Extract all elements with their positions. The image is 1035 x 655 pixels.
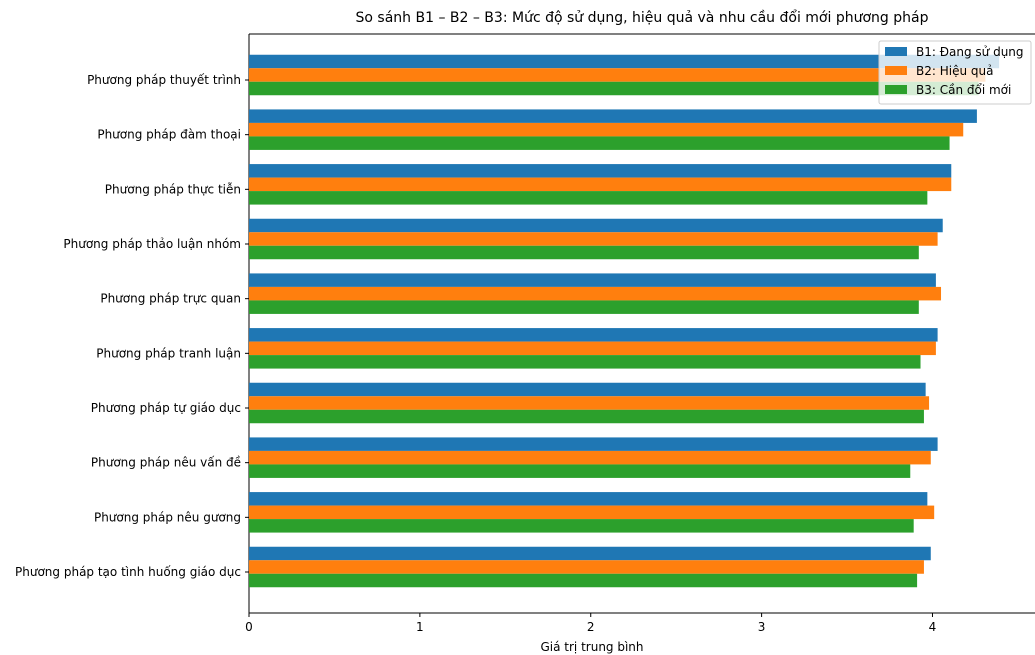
bar-3	[249, 81, 979, 96]
x-tick-label: 0	[245, 620, 253, 634]
y-tick-label: Phương pháp tạo tình huống giáo dục	[15, 565, 241, 579]
bar-2	[249, 560, 924, 574]
x-axis-label: Giá trị trung bình	[540, 640, 643, 654]
legend-entry: B1: Đang sử dụng	[916, 45, 1024, 59]
bar-2	[249, 286, 942, 301]
bar-3	[249, 519, 914, 533]
bar-1	[249, 437, 938, 451]
legend-swatch	[885, 47, 907, 56]
y-tick-label: Phương pháp tự giáo dục	[91, 401, 241, 415]
y-tick-label: Phương pháp thảo luận nhóm	[63, 237, 241, 251]
legend-swatch	[885, 85, 907, 94]
legend-box	[878, 40, 1032, 105]
bar-2	[249, 450, 931, 465]
bar-3	[249, 136, 950, 150]
bar-1	[249, 218, 943, 233]
legend: B1: Đang sử dụng B2: Hiệu quả B3: Cần đổi …	[878, 40, 1032, 105]
bar-3	[249, 191, 928, 205]
bar-1	[249, 492, 928, 506]
y-tick-label: Phương pháp tranh luận	[96, 346, 241, 360]
y-tick-label: Phương pháp thuyết trình	[87, 73, 241, 87]
bar-3	[249, 355, 921, 369]
bar-2	[249, 68, 986, 82]
bar-1	[249, 273, 936, 287]
chart-title: So sánh B1 – B2 – B3: Mức độ sử dụng, hi…	[356, 9, 929, 26]
bar-2	[249, 341, 936, 356]
y-tick-label: Phương pháp trực quan	[100, 292, 241, 306]
bar-2	[249, 122, 964, 137]
x-tick-label: 4	[929, 620, 937, 634]
y-tick-label: Phương pháp nêu vấn đề	[91, 456, 241, 470]
bar-3	[249, 464, 911, 478]
bar-1	[249, 164, 952, 178]
legend-swatch	[885, 66, 907, 75]
bar-3	[249, 245, 919, 260]
legend-entry: B3: Cần đổi mới	[916, 83, 1011, 97]
plot-area: Phương pháp thuyết trình Phương pháp đàm …	[15, 33, 1035, 634]
bar-1	[249, 54, 1000, 69]
x-tick-label: 1	[416, 620, 424, 634]
y-tick-label: Phương pháp đàm thoại	[97, 128, 241, 142]
y-tick-label: Phương pháp thực tiễn	[105, 182, 241, 196]
bar-1	[249, 382, 926, 397]
y-tick-label: Phương pháp nêu gương	[94, 510, 241, 524]
bar-1	[249, 328, 938, 342]
bar-3	[249, 409, 924, 424]
bar-2	[249, 396, 930, 410]
bar-1	[249, 109, 977, 123]
legend-entry: B2: Hiệu quả	[916, 64, 993, 78]
bar-2	[249, 232, 938, 246]
bar-1	[249, 546, 931, 561]
x-tick-label: 2	[587, 620, 595, 634]
bar-2	[249, 505, 935, 520]
x-tick-label: 3	[758, 620, 766, 634]
bar-2	[249, 177, 952, 192]
bar-3	[249, 573, 918, 588]
bar-3	[249, 300, 919, 314]
